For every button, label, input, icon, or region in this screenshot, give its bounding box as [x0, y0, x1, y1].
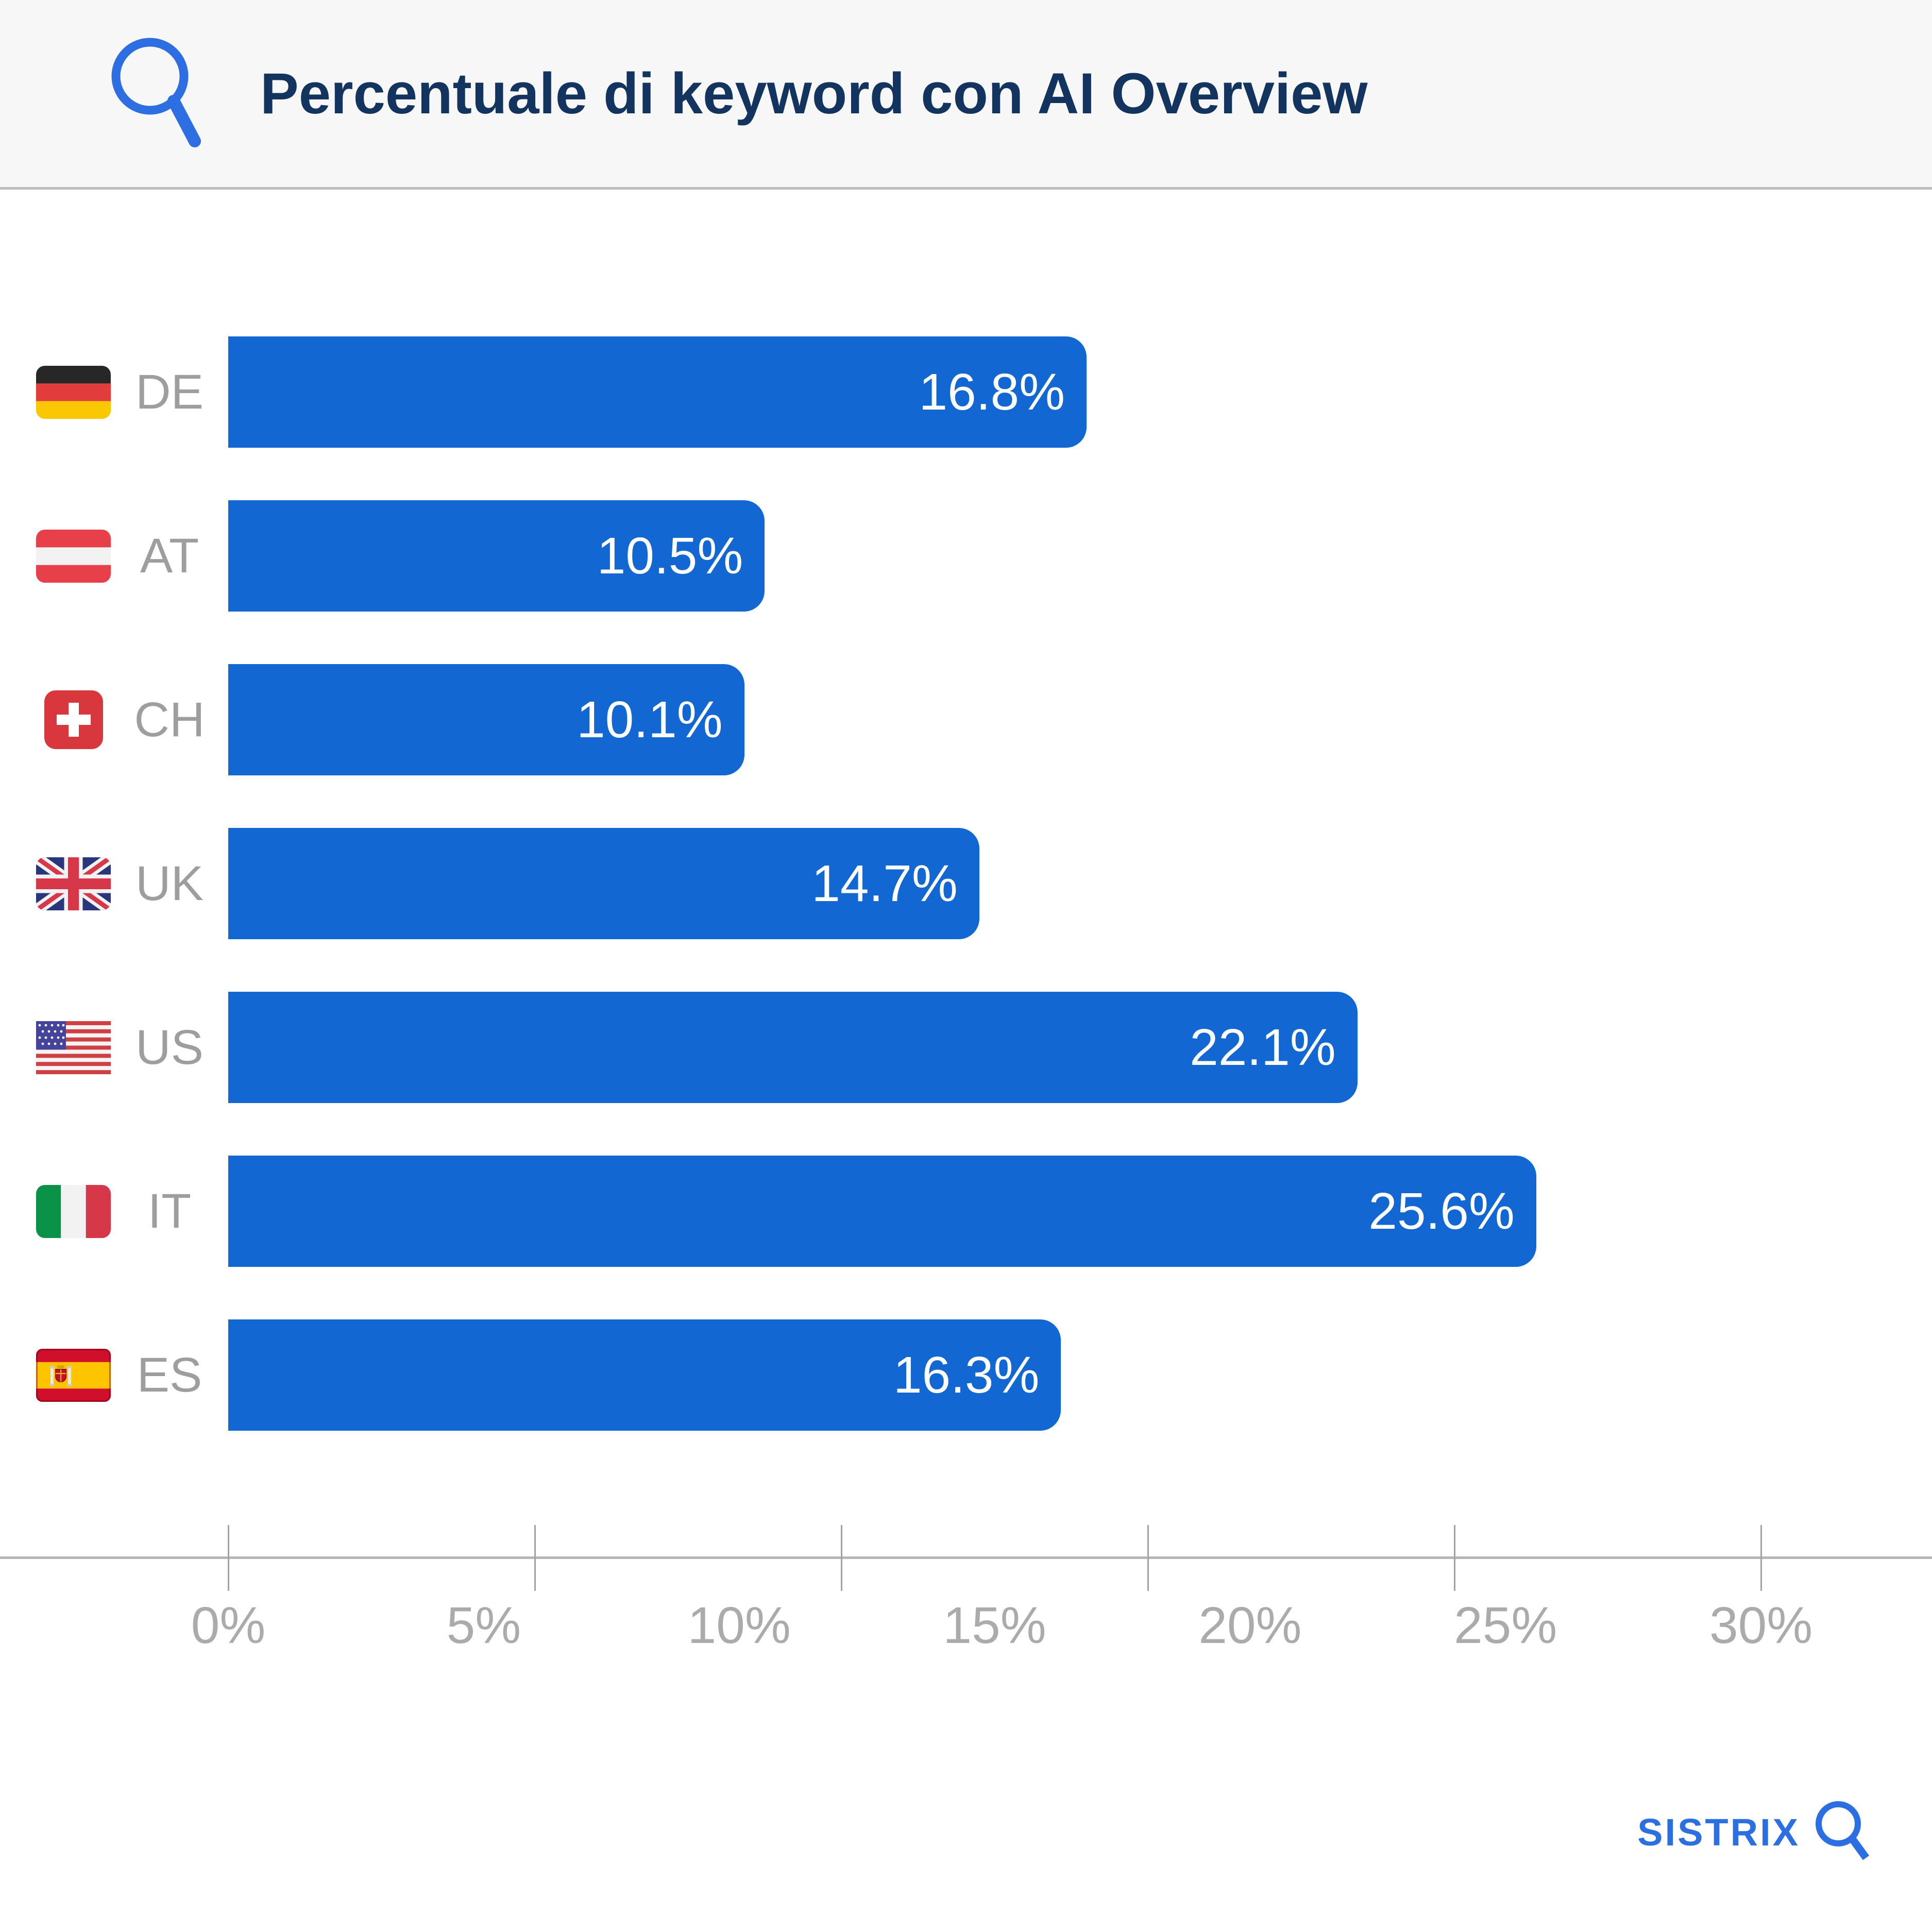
bar-value-label: 22.1% — [1190, 1019, 1336, 1076]
bar-value-label: 16.8% — [919, 363, 1065, 421]
x-axis-tick-label: 20% — [1198, 1597, 1302, 1654]
row-label-cell: US — [0, 1018, 228, 1077]
sistrix-magnifier-icon — [1816, 1801, 1870, 1860]
x-axis-tick-label: 0% — [191, 1597, 266, 1654]
bar-value-label: 25.6% — [1368, 1182, 1515, 1240]
x-axis-tick-mark — [1760, 1525, 1762, 1591]
search-icon — [111, 38, 201, 147]
country-code-label: CH — [134, 692, 205, 747]
value-bar: 10.5% — [228, 500, 765, 612]
bar-value-label: 10.1% — [577, 691, 723, 749]
country-code-label: IT — [147, 1183, 192, 1239]
bar-value-label: 16.3% — [893, 1346, 1040, 1404]
value-bar: 22.1% — [228, 992, 1358, 1103]
austria-flag-icon — [36, 527, 111, 585]
value-bar: 14.7% — [228, 828, 979, 939]
x-axis-tick-mark — [1147, 1525, 1149, 1591]
chart-row: US 22.1% — [0, 992, 1932, 1103]
x-axis-tick-label: 10% — [687, 1597, 791, 1654]
chart-row: UK 14.7% — [0, 828, 1932, 939]
spain-flag-icon — [36, 1346, 111, 1404]
germany-flag-icon — [36, 363, 111, 421]
chart-row: IT 25.6% — [0, 1156, 1932, 1267]
x-axis-tick-label: 25% — [1454, 1597, 1557, 1654]
country-code-label: ES — [137, 1347, 202, 1402]
sistrix-logo-text: SISTRIX — [1637, 1811, 1800, 1854]
row-label-cell: ES — [0, 1346, 228, 1404]
us-flag-icon — [36, 1018, 111, 1077]
value-bar: 16.3% — [228, 1319, 1061, 1431]
value-bar: 16.8% — [228, 336, 1087, 448]
chart-row: DE 16.8% — [0, 336, 1932, 448]
country-code-label: US — [135, 1020, 204, 1075]
bar-value-label: 14.7% — [811, 855, 958, 912]
value-bar: 10.1% — [228, 664, 744, 775]
row-label-cell: IT — [0, 1182, 228, 1241]
x-axis-tick-mark — [1453, 1525, 1455, 1591]
chart-row: CH 10.1% — [0, 664, 1932, 775]
chart-row: ES 16.3% — [0, 1319, 1932, 1431]
x-axis-tick-label: 5% — [446, 1597, 521, 1654]
x-axis-tick-label: 15% — [943, 1597, 1046, 1654]
x-axis-tick-label: 30% — [1709, 1597, 1813, 1654]
x-axis-tick-mark — [227, 1525, 229, 1591]
x-axis-tick-mark — [534, 1525, 536, 1591]
italy-flag-icon — [36, 1182, 111, 1241]
chart-title: Percentuale di keyword con AI Overview — [260, 61, 1368, 126]
x-axis-tick-mark — [840, 1525, 842, 1591]
row-label-cell: UK — [0, 854, 228, 913]
uk-flag-icon — [36, 854, 111, 913]
sistrix-logo[interactable]: SISTRIX — [1637, 1799, 1870, 1866]
row-label-cell: AT — [0, 527, 228, 585]
country-code-label: DE — [135, 364, 204, 419]
x-axis-line — [0, 1556, 1932, 1559]
chart-row: AT 10.5% — [0, 500, 1932, 612]
country-code-label: AT — [140, 528, 199, 583]
country-code-label: UK — [135, 856, 204, 911]
row-label-cell: DE — [0, 363, 228, 421]
row-label-cell: CH — [0, 690, 228, 749]
chart-header: Percentuale di keyword con AI Overview — [0, 0, 1932, 190]
switzerland-flag-icon — [36, 690, 111, 749]
bar-value-label: 10.5% — [597, 527, 743, 585]
value-bar: 25.6% — [228, 1156, 1536, 1267]
bar-rows: DE 16.8% AT 10.5% CH 10.1% — [0, 336, 1932, 1483]
